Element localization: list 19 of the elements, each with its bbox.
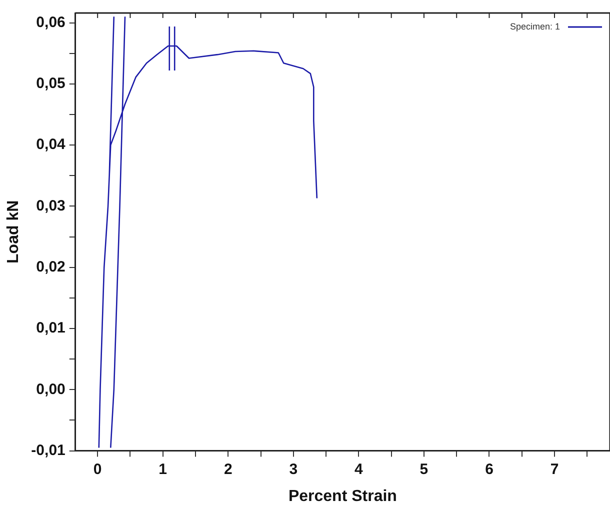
y-tick-label: 0,06 <box>36 14 66 31</box>
y-tick-label: -0,01 <box>31 442 66 459</box>
x-axis-title: Percent Strain <box>288 488 397 505</box>
x-tick-label: 2 <box>224 460 232 478</box>
x-tick-label: 7 <box>550 460 559 478</box>
legend-label: Specimen: 1 <box>510 21 560 32</box>
y-tick-label: 0,03 <box>36 197 66 214</box>
y-axis-title: Load kN <box>5 200 22 264</box>
x-tick-label: 6 <box>485 460 494 478</box>
y-tick-label: 0,01 <box>36 320 66 337</box>
y-tick-label: 0,00 <box>36 380 66 398</box>
y-tick-label: 0,05 <box>36 75 66 92</box>
x-tick-label: 0 <box>93 460 102 478</box>
y-tick-label: 0,02 <box>36 258 66 276</box>
y-tick-label: 0,04 <box>36 136 66 154</box>
x-tick-label: 3 <box>289 460 298 478</box>
x-tick-label: 1 <box>158 460 168 478</box>
x-tick-label: 4 <box>354 460 364 478</box>
x-tick-label: 5 <box>420 460 428 478</box>
